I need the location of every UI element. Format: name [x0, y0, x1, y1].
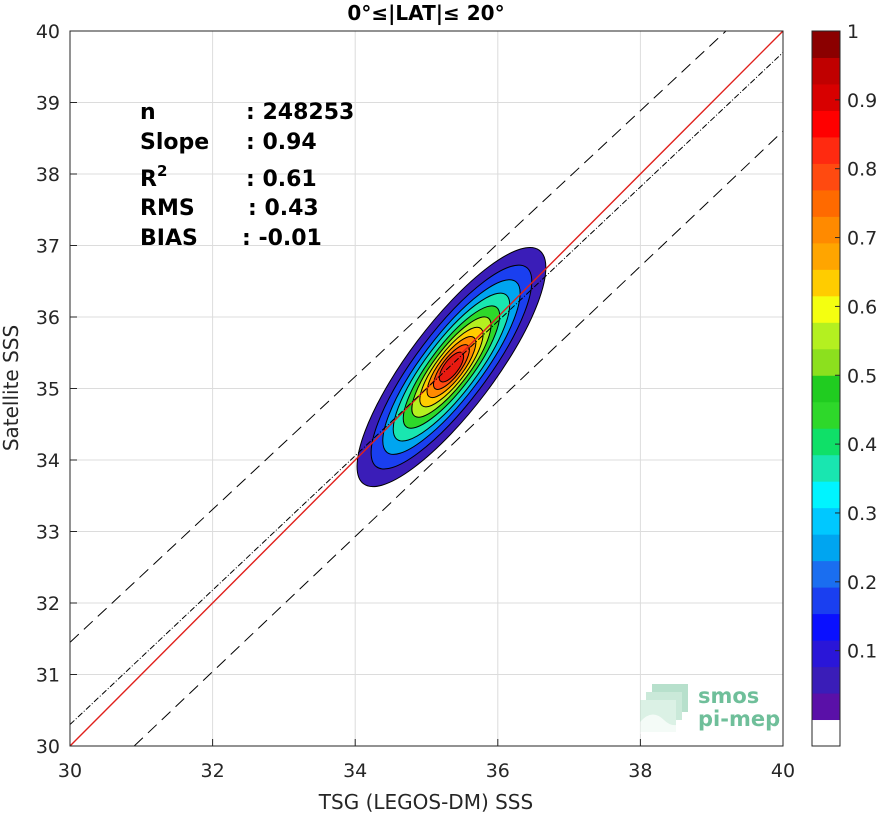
- stat-n-label: n: [140, 100, 156, 125]
- smos-pimep-watermark: smos pi-mep: [640, 684, 780, 734]
- stat-bias-label: BIAS: [140, 226, 198, 251]
- x-tick-label: 30: [58, 760, 82, 782]
- colorbar-segment: [812, 454, 840, 482]
- colorbar-segment: [812, 534, 840, 562]
- watermark-pimep: pi-mep: [698, 707, 780, 731]
- reference-line-upper: [69, 30, 727, 643]
- stat-rms-value: : 0.43: [248, 196, 319, 221]
- colorbar-tick-label: 0.4: [847, 434, 877, 456]
- reference-lines: [69, 30, 784, 747]
- y-tick-label: 37: [36, 236, 60, 258]
- y-tick-label: 40: [36, 21, 60, 43]
- stat-r2-sup: 2: [157, 162, 167, 180]
- y-axis-ticks: 30 31 32 33 34 35 36 37 38 39 40: [36, 21, 77, 758]
- colorbar-tick-label: 1: [847, 21, 859, 43]
- colorbar-segment: [812, 216, 840, 244]
- colorbar-ticks: 0.1 0.2 0.3 0.4 0.5 0.6 0.7 0.8 0.9 1: [835, 21, 877, 663]
- colorbar-tick-label: 0.1: [847, 641, 877, 663]
- y-axis-label: Satellite SSS: [0, 325, 23, 451]
- colorbar-segment: [812, 136, 840, 164]
- stat-slope-label: Slope: [140, 130, 209, 155]
- colorbar-segment: [812, 613, 840, 641]
- x-tick-label: 34: [343, 760, 367, 782]
- colorbar-segment: [812, 242, 840, 270]
- colorbar-tick-label: 0.6: [847, 296, 877, 318]
- colorbar-tick-label: 0.8: [847, 159, 877, 181]
- y-tick-label: 38: [36, 164, 60, 186]
- stats-box: n : 248253 Slope : 0.94 R2 : 0.61 RMS : …: [140, 100, 354, 251]
- colorbar-segment: [812, 110, 840, 138]
- colorbar-frame: [811, 30, 841, 747]
- y-tick-label: 30: [36, 736, 60, 758]
- colorbar-segment: [812, 322, 840, 350]
- stat-r2-label: R2: [140, 162, 167, 192]
- colorbar: [811, 30, 841, 747]
- watermark-logo-icon: [640, 684, 690, 734]
- colorbar-segment: [812, 31, 840, 58]
- x-tick-label: 32: [201, 760, 225, 782]
- stat-rms-label: RMS: [140, 196, 195, 221]
- chart-title: 0°≤|LAT|≤ 20°: [347, 1, 504, 25]
- colorbar-tick-label: 0.3: [847, 503, 877, 525]
- colorbar-segment: [812, 560, 840, 588]
- x-tick-label: 36: [486, 760, 510, 782]
- stat-bias-value: : -0.01: [242, 226, 322, 251]
- colorbar-segment: [812, 269, 840, 297]
- y-tick-label: 31: [36, 665, 60, 687]
- colorbar-segment: [812, 587, 840, 615]
- watermark-smos: smos: [698, 684, 759, 708]
- colorbar-tick-label: 0.9: [847, 90, 877, 112]
- y-tick-label: 32: [36, 593, 60, 615]
- colorbar-tick-label: 0.5: [847, 365, 877, 387]
- colorbar-segment: [812, 481, 840, 509]
- x-axis-ticks: 30 32 34 36 38 40: [58, 739, 795, 782]
- grid: [69, 30, 784, 747]
- y-tick-label: 33: [36, 522, 60, 544]
- colorbar-segment: [812, 666, 840, 694]
- colorbar-segment: [812, 507, 840, 535]
- colorbar-segment: [812, 57, 840, 85]
- stat-r2-value: : 0.61: [246, 167, 317, 192]
- colorbar-segment: [812, 348, 840, 376]
- y-tick-label: 39: [36, 93, 60, 115]
- density-contours: [356, 246, 547, 488]
- colorbar-segment: [812, 83, 840, 111]
- colorbar-segment: [812, 189, 840, 217]
- colorbar-segment: [812, 375, 840, 403]
- colorbar-segment: [812, 693, 840, 721]
- colorbar-segment: [812, 640, 840, 668]
- x-tick-label: 38: [628, 760, 652, 782]
- x-tick-label: 40: [771, 760, 795, 782]
- y-tick-label: 34: [36, 450, 60, 472]
- stat-slope-value: : 0.94: [246, 130, 317, 155]
- stat-n-value: : 248253: [246, 100, 354, 125]
- colorbar-tick-label: 0.7: [847, 228, 877, 250]
- stat-r2-base: R: [140, 167, 157, 192]
- colorbar-segment: [812, 719, 840, 747]
- y-tick-label: 36: [36, 307, 60, 329]
- colorbar-segment: [812, 163, 840, 191]
- reference-line-fit: [69, 52, 784, 725]
- colorbar-segment: [812, 428, 840, 456]
- colorbar-segment: [812, 401, 840, 429]
- y-tick-label: 35: [36, 379, 60, 401]
- colorbar-tick-label: 0.2: [847, 572, 877, 594]
- colorbar-segment: [812, 295, 840, 323]
- x-axis-label: TSG (LEGOS-DM) SSS: [318, 790, 533, 813]
- reference-line-lower: [133, 130, 784, 747]
